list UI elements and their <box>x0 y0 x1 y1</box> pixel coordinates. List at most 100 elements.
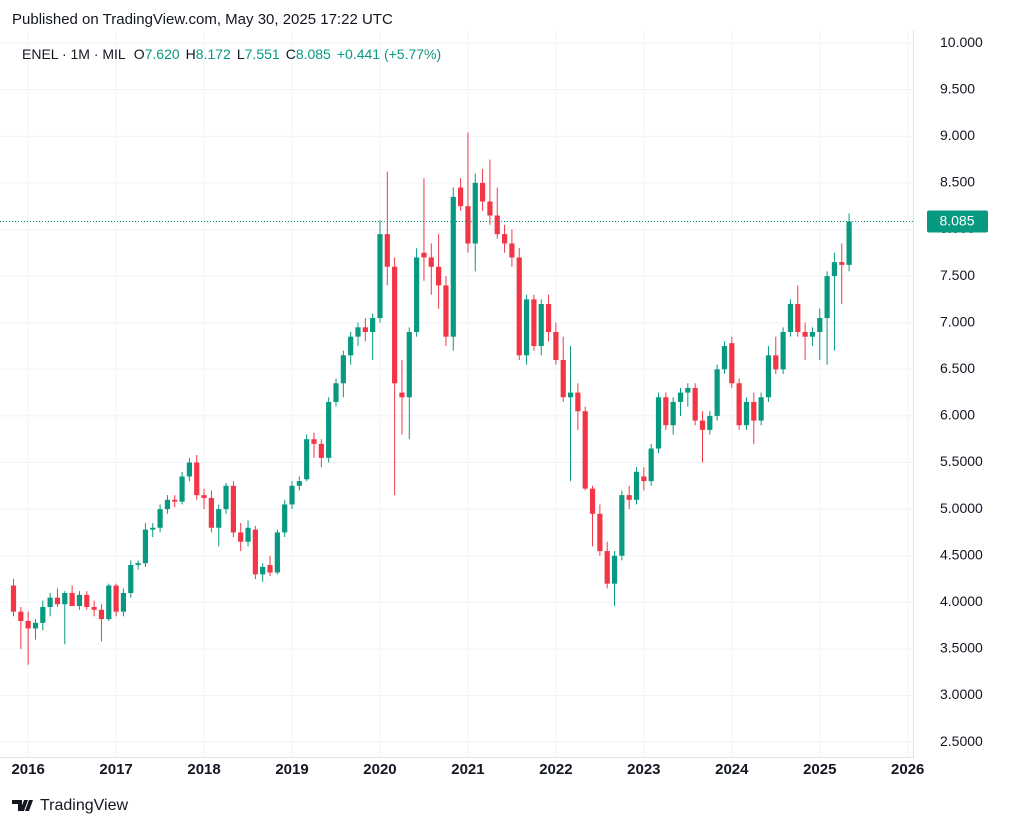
candle-body <box>62 593 68 605</box>
legend-symbol: ENEL · 1M · MIL <box>22 46 126 62</box>
candle-body <box>18 611 24 621</box>
y-tick-label: 6.000 <box>940 407 975 423</box>
axes: 10.0009.5009.0008.5008.0007.5007.0006.50… <box>0 34 988 778</box>
candle-body <box>128 565 134 594</box>
candle-body <box>282 504 288 533</box>
candle-body <box>362 327 368 333</box>
legend-change: +0.441 (+5.77%) <box>337 46 441 62</box>
candle-body <box>355 327 361 337</box>
last-price-label: 8.085 <box>939 212 974 228</box>
candles <box>10 132 852 665</box>
y-tick-label: 4.0000 <box>940 593 983 609</box>
candle-body <box>641 476 647 482</box>
y-tick-label: 10.000 <box>940 34 983 50</box>
candle-body <box>47 597 53 607</box>
candle-body <box>238 532 244 542</box>
y-tick-label: 3.5000 <box>940 640 983 656</box>
candle-body <box>604 551 610 584</box>
candle-body <box>333 383 339 402</box>
candle-body <box>113 585 119 612</box>
candle-body <box>98 609 105 620</box>
candle-body <box>450 196 456 337</box>
x-tick-label: 2024 <box>715 761 749 778</box>
candle-body <box>487 201 493 216</box>
candle-body <box>670 401 676 426</box>
x-tick-label: 2019 <box>275 761 308 778</box>
candle-body <box>406 332 412 398</box>
y-tick-label: 3.0000 <box>940 686 983 702</box>
candle-body <box>699 420 706 430</box>
candle-body <box>340 355 346 384</box>
candle-body <box>545 304 552 333</box>
legend-value: 7.551 <box>245 46 280 62</box>
candle-body <box>150 527 156 530</box>
brand-icon <box>12 800 33 811</box>
candle-body <box>304 439 310 480</box>
candle-body <box>714 369 720 416</box>
x-tick-label: 2021 <box>451 761 484 778</box>
candle-body <box>472 182 478 244</box>
candle-body <box>40 606 46 623</box>
candle-body <box>428 257 434 267</box>
candle-body <box>589 488 596 514</box>
legend-key: O <box>134 46 145 62</box>
candle-body <box>311 439 317 444</box>
y-tick-label: 4.5000 <box>940 546 983 562</box>
x-tick-label: 2017 <box>99 761 132 778</box>
candle-body <box>164 499 171 510</box>
candle-body <box>721 345 728 370</box>
candle-body <box>25 620 31 629</box>
candle-body <box>663 397 669 426</box>
x-tick-label: 2025 <box>803 761 836 778</box>
candle-body <box>655 397 662 449</box>
publish-note: Published on TradingView.com, May 30, 20… <box>12 11 393 28</box>
candle-body <box>142 529 149 564</box>
legend-key: H <box>186 46 196 62</box>
candle-body <box>260 566 266 575</box>
candle-body <box>575 392 581 412</box>
y-tick-label: 5.5000 <box>940 453 983 469</box>
brand-logo: TradingView <box>12 797 128 814</box>
candle-body <box>773 355 779 370</box>
candle-body <box>399 392 405 398</box>
candle-body <box>69 593 75 607</box>
candle-body <box>743 401 750 426</box>
candle-body <box>179 476 185 502</box>
candle-body <box>509 243 515 258</box>
candle-body <box>846 221 852 265</box>
candle-body <box>91 606 97 610</box>
candle-body <box>443 285 449 337</box>
candle-body <box>54 597 61 605</box>
candle-body <box>384 234 390 267</box>
candle-body <box>267 565 273 573</box>
candle-body <box>223 485 229 510</box>
candle-body <box>516 257 522 356</box>
candle-body <box>157 509 163 528</box>
candle-body <box>186 462 193 477</box>
candle-body <box>458 187 464 207</box>
candle-body <box>501 234 508 244</box>
x-tick-label: 2023 <box>627 761 660 778</box>
candle-body <box>392 266 398 384</box>
candle-body <box>106 585 112 620</box>
candle-body <box>736 383 742 426</box>
candle-body <box>787 304 794 333</box>
candle-body <box>414 257 420 333</box>
candle-body <box>76 594 83 607</box>
candle-body <box>201 495 207 498</box>
candle-body <box>230 485 236 533</box>
candle-body <box>751 401 757 421</box>
candle-body <box>611 555 618 584</box>
candle-body <box>172 499 178 502</box>
x-tick-label: 2016 <box>11 761 44 778</box>
y-tick-label: 9.500 <box>940 80 975 96</box>
candle-body <box>817 318 823 333</box>
candle-body <box>479 182 486 202</box>
legend: ENEL · 1M · MIL O7.620 H8.172 L7.551 C8.085 +… <box>22 46 441 62</box>
candle-body <box>465 206 471 244</box>
candle-body <box>296 481 302 486</box>
candle-body <box>765 355 772 398</box>
candle-body <box>289 485 295 505</box>
candle-body <box>216 509 222 528</box>
